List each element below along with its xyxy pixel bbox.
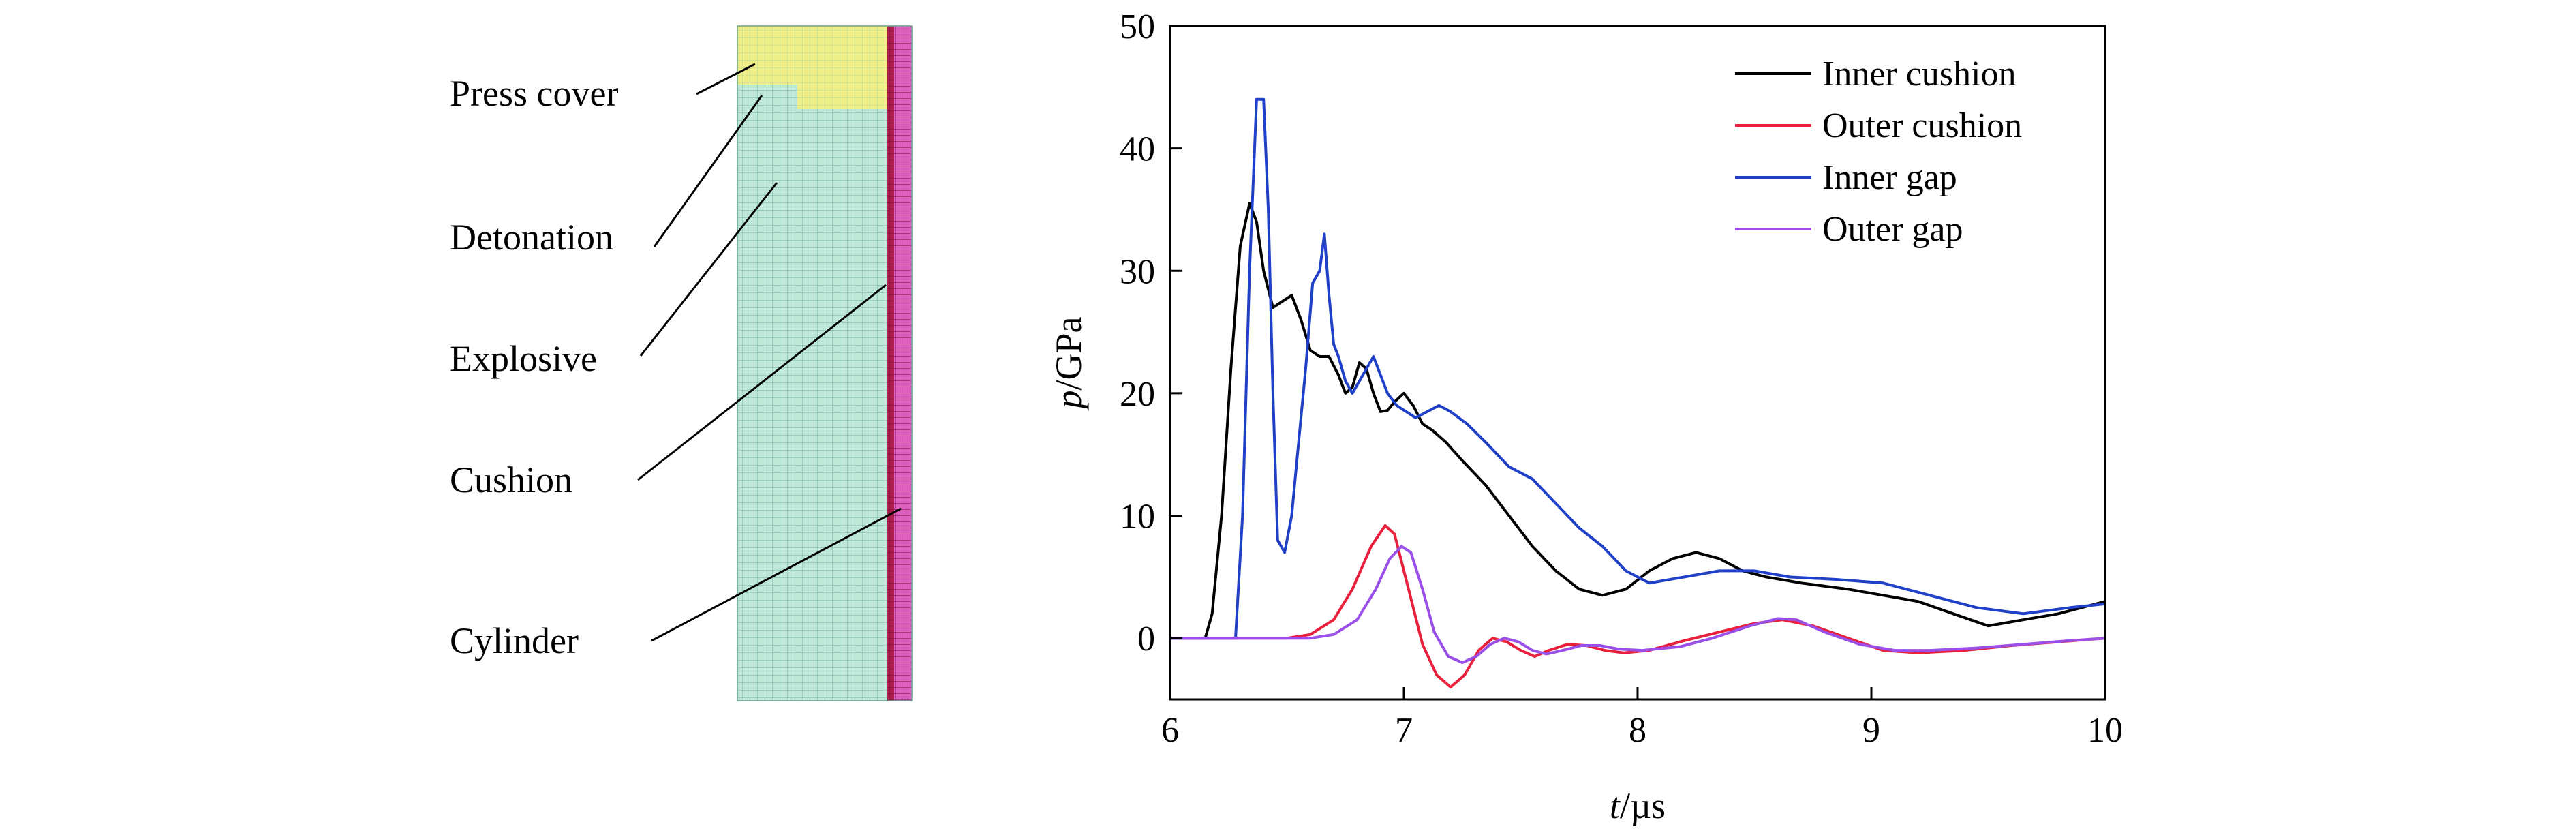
y-tick-label: 20 <box>1120 375 1155 414</box>
legend-label: Outer cushion <box>1822 106 2022 145</box>
cushion-leader <box>637 284 887 481</box>
y-tick-label: 10 <box>1120 498 1155 536</box>
x-tick-label: 8 <box>1629 711 1646 750</box>
label-cushion: Cushion <box>450 459 572 500</box>
series-line-outer-gap <box>1170 545 2106 665</box>
cylinder-leader <box>651 507 902 642</box>
mesh-diagram: Press cover Detonation Explosive Cushion… <box>450 25 913 701</box>
explosive-leader <box>639 182 778 357</box>
legend-label: Outer gap <box>1822 210 1963 249</box>
label-detonation: Detonation <box>450 217 613 258</box>
x-tick-label: 7 <box>1395 711 1413 750</box>
tick-layer: 6 7 8 9 10 0 10 20 30 40 50 <box>1120 7 2123 750</box>
series-line-outer-cushion <box>1170 524 2106 688</box>
label-explosive: Explosive <box>450 338 597 379</box>
x-tick-label: 10 <box>2087 711 2123 750</box>
detonation-leader <box>653 95 763 247</box>
x-tick-label: 6 <box>1161 711 1179 750</box>
legend-label: Inner cushion <box>1822 55 2016 93</box>
y-tick-label: 30 <box>1120 252 1155 291</box>
legend-label: Inner gap <box>1822 158 1957 197</box>
series-line-inner-cushion <box>1170 202 2106 640</box>
series-line-inner-gap <box>1170 97 2106 640</box>
y-tick-label: 50 <box>1120 7 1155 46</box>
y-tick-label: 0 <box>1137 620 1155 658</box>
x-tick-label: 9 <box>1862 711 1880 750</box>
label-press-cover: Press cover <box>450 73 618 114</box>
series-layer <box>1170 97 2106 688</box>
pressure-chart: 6 7 8 9 10 0 10 20 30 40 50 Inner cushion Outer cus… <box>1048 7 2123 826</box>
y-tick-label: 40 <box>1120 130 1155 169</box>
label-cylinder: Cylinder <box>450 620 579 661</box>
press-cover-leader <box>696 63 756 95</box>
legend: Inner cushion Outer cushion Inner gap Outer… <box>1735 55 2022 249</box>
x-axis-title: t/µs <box>1610 785 1666 826</box>
y-axis-title: p/GPa <box>1048 316 1089 411</box>
